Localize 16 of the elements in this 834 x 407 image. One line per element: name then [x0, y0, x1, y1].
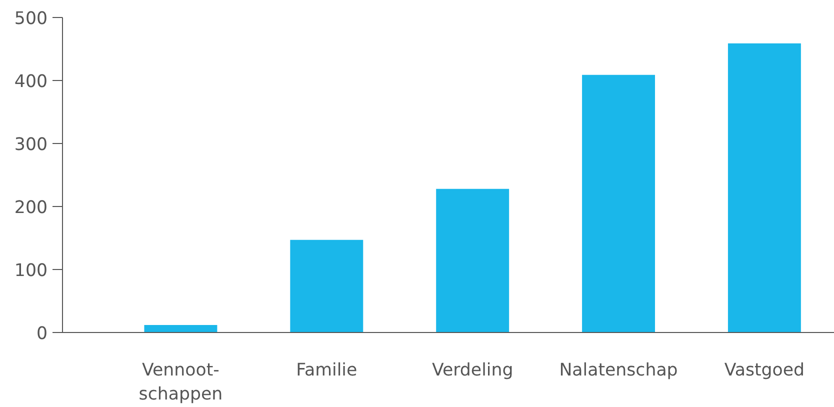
bar	[728, 43, 801, 332]
x-tick-label: Vennoot- schappen	[138, 360, 223, 404]
y-tick-label: 0	[36, 324, 48, 344]
y-tick-label: 500	[14, 9, 48, 29]
bar	[436, 188, 510, 332]
bar	[144, 324, 218, 332]
y-tick-label: 300	[14, 135, 48, 155]
bar	[290, 240, 364, 332]
y-tick-label: 400	[14, 72, 48, 92]
y-tick-label: 100	[14, 261, 48, 281]
bar	[582, 74, 655, 332]
y-tick-label: 200	[14, 198, 48, 218]
x-tick-label: Vastgoed	[724, 360, 805, 380]
x-tick-label: Familie	[296, 360, 358, 380]
x-tick-label: Verdeling	[432, 360, 514, 380]
x-tick-label: Nalatenschap	[559, 360, 678, 380]
